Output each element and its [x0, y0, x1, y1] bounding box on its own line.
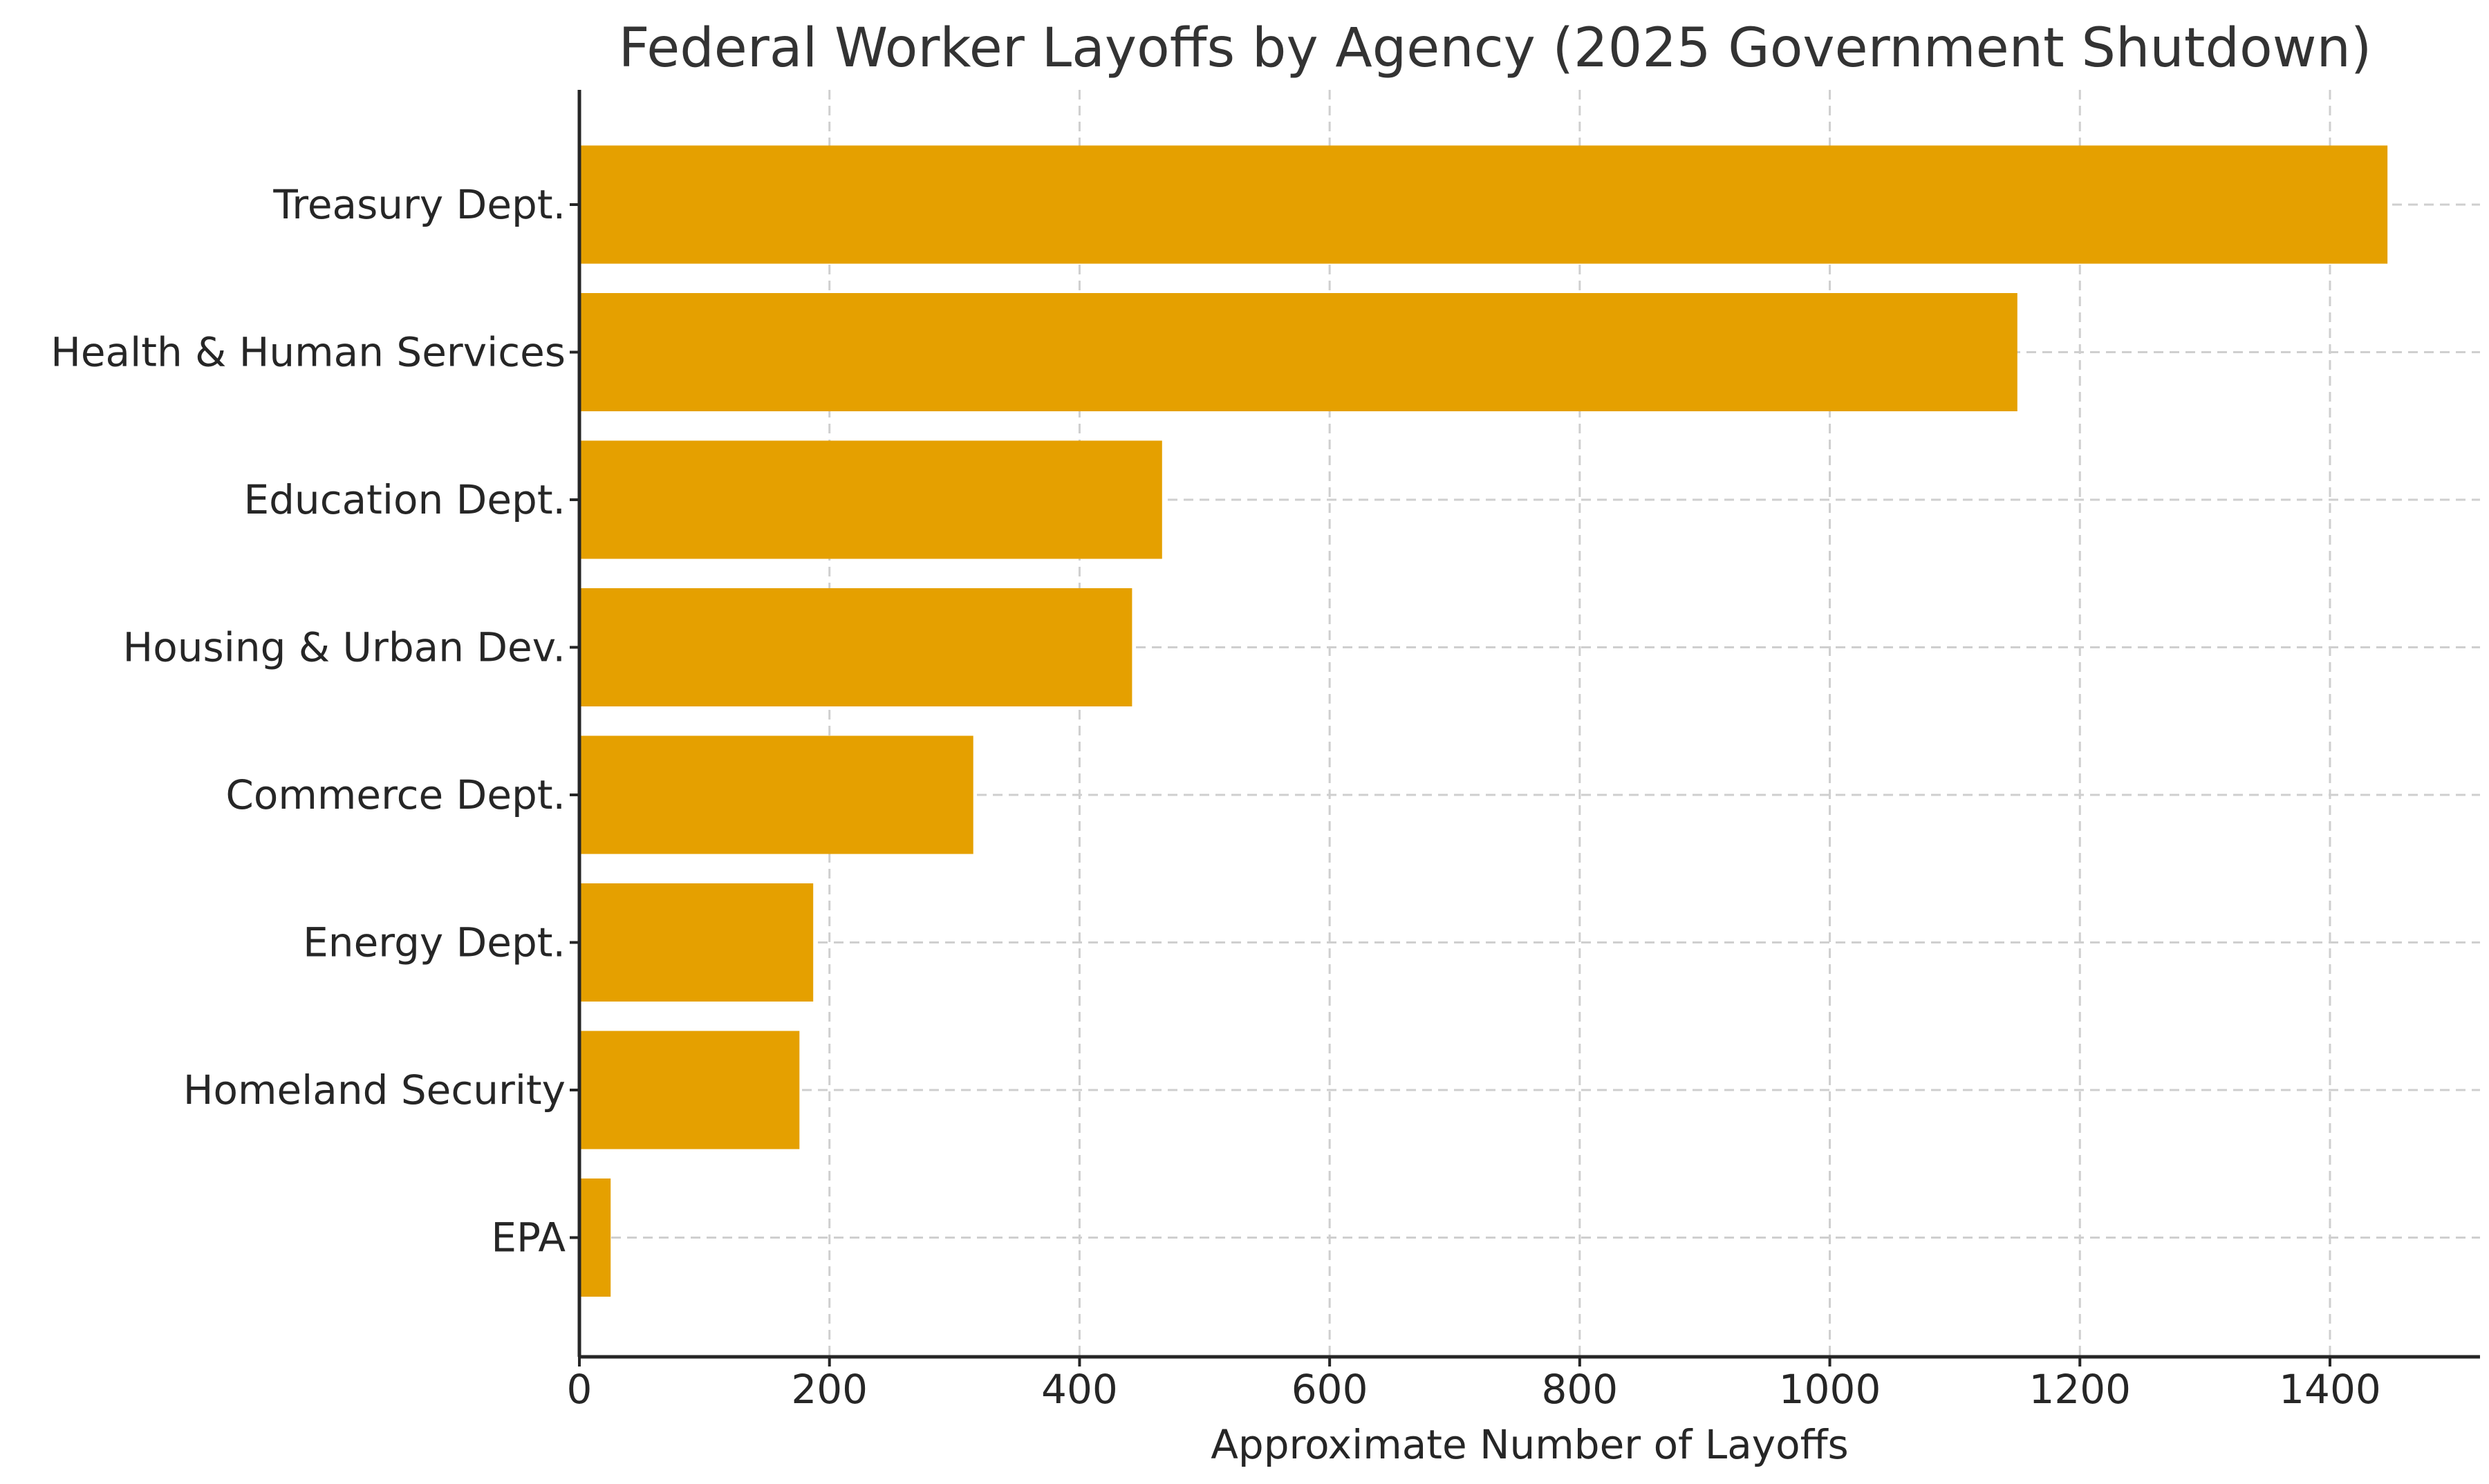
bar [579, 735, 973, 854]
x-tick-label: 1000 [1779, 1366, 1881, 1413]
y-tick-label: Education Dept. [243, 476, 566, 523]
chart-title: Federal Worker Layoffs by Agency (2025 G… [619, 17, 2372, 79]
y-tick-label: Commerce Dept. [225, 771, 566, 818]
y-tick-label: Housing & Urban Dev. [123, 624, 566, 671]
bar [579, 883, 814, 1002]
bar [579, 1031, 800, 1149]
axes [577, 90, 2480, 1359]
x-tick-label: 800 [1541, 1366, 1618, 1413]
x-tick-label: 400 [1041, 1366, 1118, 1413]
x-tick-label: 1200 [2029, 1366, 2131, 1413]
bars [579, 145, 2388, 1297]
x-axis-label: Approximate Number of Layoffs [1211, 1421, 1849, 1468]
x-tick-label: 0 [567, 1366, 593, 1413]
y-axis-tick-labels: Treasury Dept. Health & Human Services Edu… [50, 181, 579, 1261]
bar [579, 293, 2017, 411]
y-tick-label: EPA [491, 1214, 566, 1261]
y-tick-label: Homeland Security [183, 1067, 566, 1114]
y-tick-label: Energy Dept. [303, 919, 566, 966]
gridlines [579, 90, 2480, 1357]
y-tick-label: Treasury Dept. [272, 181, 566, 228]
x-tick-label: 1400 [2279, 1366, 2381, 1413]
bar [579, 440, 1162, 559]
x-tick-label: 200 [791, 1366, 868, 1413]
bar [579, 588, 1132, 706]
x-tick-label: 600 [1292, 1366, 1368, 1413]
bar [579, 1178, 611, 1297]
x-axis-tick-labels: 0 200 400 600 800 1000 1200 1400 [567, 1357, 2381, 1413]
bar [579, 145, 2388, 264]
y-tick-label: Health & Human Services [50, 329, 566, 376]
